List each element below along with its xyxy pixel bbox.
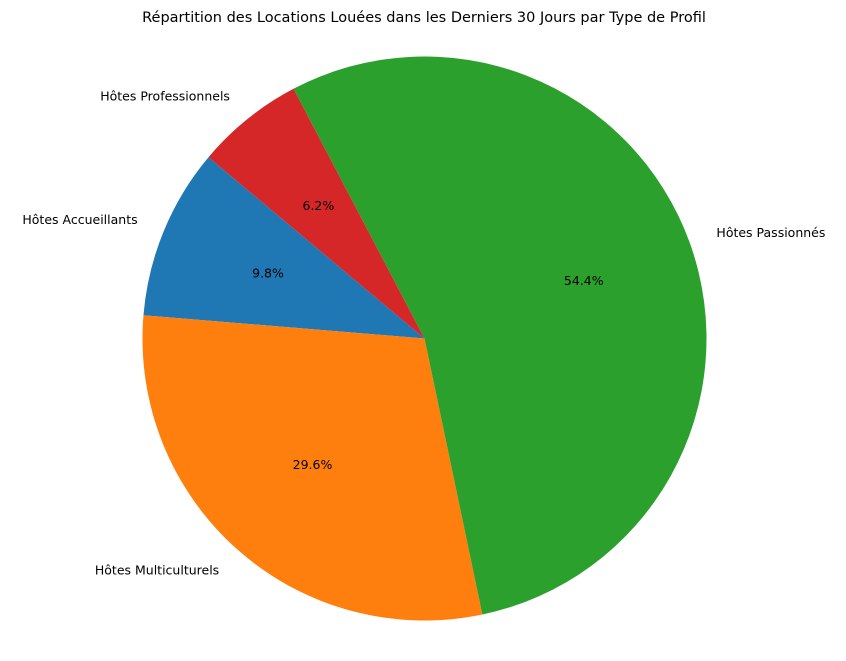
pie-slice-hotes-accueillants: [143, 157, 425, 339]
slice-label-hotes-accueillants: Hôtes Accueillants: [22, 212, 137, 227]
pie-slice-hotes-passionnes: [293, 56, 707, 615]
slice-percent-hotes-multiculturels: 29.6%: [293, 457, 333, 472]
slice-label-hotes-multiculturels: Hôtes Multiculturels: [95, 563, 219, 578]
slice-percent-hotes-passionnes: 54.4%: [564, 273, 604, 288]
slices-group: [142, 56, 707, 621]
pie-slice-hotes-professionnels: [208, 88, 425, 339]
slice-label-hotes-passionnes: Hôtes Passionnés: [716, 225, 825, 240]
chart-title: Répartition des Locations Louées dans le…: [142, 10, 706, 26]
pie-slice-hotes-multiculturels: [142, 315, 483, 621]
slice-label-hotes-professionnels: Hôtes Professionnels: [100, 88, 230, 103]
slice-percent-hotes-professionnels: 6.2%: [303, 198, 335, 213]
slice-percent-hotes-accueillants: 9.8%: [252, 266, 284, 281]
labels-group: Hôtes Accueillants 9.8% Hôtes Multiculture…: [22, 88, 825, 577]
